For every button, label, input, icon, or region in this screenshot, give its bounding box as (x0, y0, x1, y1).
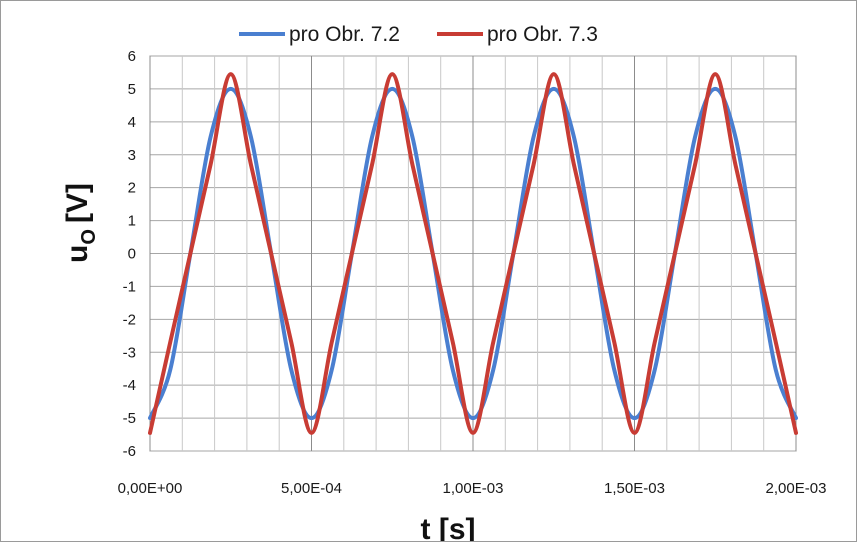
y-tick-label: 4 (128, 114, 136, 131)
x-tick-label: 5,00E-04 (281, 480, 342, 497)
y-tick-label: 2 (128, 180, 136, 197)
legend-label-2: pro Obr. 7.3 (487, 23, 598, 46)
y-tick-label: 6 (128, 48, 136, 65)
y-tick-label: 5 (128, 81, 136, 98)
y-tick-label: -1 (123, 278, 136, 295)
series-line-2 (148, 72, 798, 435)
y-axis-title-sub: O (78, 229, 100, 245)
y-tick-label: -5 (123, 410, 136, 427)
x-tick-label: 1,50E-03 (604, 480, 665, 497)
legend-label-1: pro Obr. 7.2 (289, 23, 400, 46)
y-tick-label: -2 (123, 311, 136, 328)
y-tick-label: 3 (128, 147, 136, 164)
x-tick-label: 2,00E-03 (766, 480, 827, 497)
x-tick-label: 0,00E+00 (118, 480, 183, 497)
x-axis-tick-labels: 0,00E+00 5,00E-04 1,00E-03 1,50E-03 2,00E-03 (118, 480, 827, 497)
y-tick-label: 1 (128, 213, 136, 230)
y-tick-label: -6 (123, 443, 136, 460)
legend: pro Obr. 7.2 pro Obr. 7.3 (239, 23, 598, 46)
y-tick-label: -4 (123, 377, 136, 394)
y-tick-label: 0 (128, 246, 136, 263)
y-axis-title: uO [V] (61, 183, 100, 263)
y-axis-title-unit: [V] (61, 183, 94, 223)
x-axis-title: t [s] (421, 513, 476, 541)
series-line-1 (148, 86, 798, 421)
x-tick-label: 1,00E-03 (443, 480, 504, 497)
y-axis-tick-labels: -6 -5 -4 -3 -2 -1 0 1 2 3 4 5 6 (123, 48, 136, 460)
y-tick-label: -3 (123, 344, 136, 361)
series-layer (148, 72, 798, 435)
y-axis-title-main: u (61, 245, 94, 263)
